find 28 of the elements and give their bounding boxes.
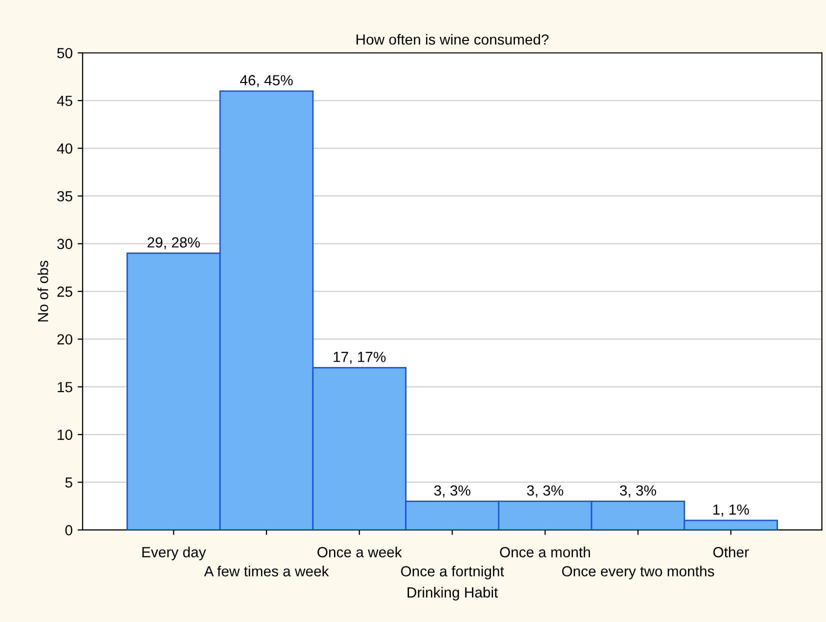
data-label: 1, 1% — [713, 504, 749, 516]
x-axis-title: Drinking Habit — [408, 586, 498, 600]
data-label: 3, 3% — [620, 485, 656, 498]
x-tick-label: Once a fortnight — [401, 566, 504, 580]
x-tick-label: A few times a week — [204, 566, 329, 576]
data-label: 3, 3% — [527, 485, 564, 498]
data-label: 3, 3% — [434, 485, 470, 498]
chart-title: How often is wine consumed? — [356, 34, 549, 45]
x-tick-label: Once every two months — [562, 566, 714, 580]
data-label: 29, 28% — [148, 237, 200, 250]
data-label: 17, 17% — [334, 352, 386, 364]
y-tick-label: 40 — [56, 143, 72, 154]
y-tick-label: 20 — [57, 334, 72, 345]
y-axis-title: No of obs — [38, 260, 48, 322]
y-tick-label: 15 — [58, 382, 72, 392]
y-tick-label: 35 — [57, 191, 72, 202]
x-tick-label: Every day — [142, 546, 206, 560]
x-tick-label: Other — [713, 546, 749, 558]
y-tick-label: 5 — [65, 477, 72, 488]
y-tick-label: 10 — [58, 430, 72, 440]
y-tick-label: 50 — [57, 48, 72, 58]
y-tick-label: 30 — [57, 238, 72, 250]
y-tick-label: 0 — [65, 525, 72, 536]
y-tick-label: 45 — [56, 96, 72, 106]
data-label: 46, 45% — [240, 75, 293, 88]
y-tick-label: 25 — [57, 286, 72, 297]
x-tick-label: Once a month — [500, 546, 590, 558]
x-tick-label: Once a week — [317, 546, 402, 558]
